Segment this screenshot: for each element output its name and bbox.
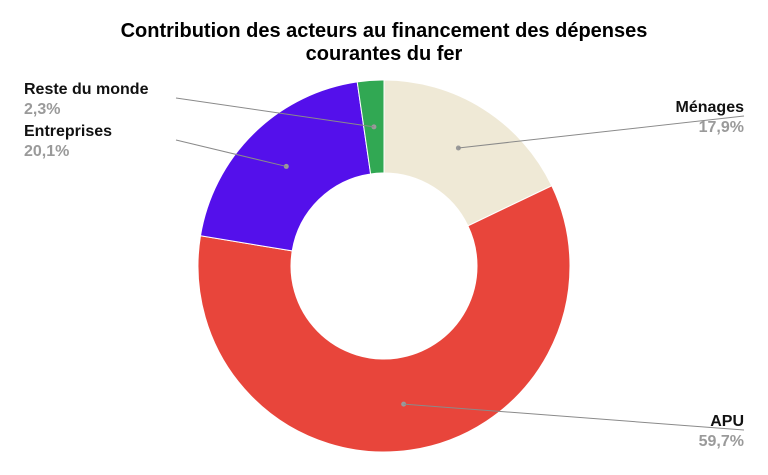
slice-label: Ménages [676,99,745,116]
leader-line [403,403,745,431]
leader-line [175,139,287,167]
slice-label: APU [710,413,744,430]
leader-dot [371,124,377,130]
slice-apu [197,185,571,453]
leader-lines [175,97,745,431]
slice-value-label: 59,7% [699,433,744,450]
donut-slices [197,79,571,453]
chart-title-line-2: courantes du fer [305,43,463,65]
chart-title-line-1: Contribution des acteurs au financement … [120,20,648,42]
slice-labels: Ménages 17,9% APU 59,7% Entreprises 20,1% Rest… [24,81,744,450]
chart-title: Contribution des acteurs au financement … [0,20,768,66]
leader-line [458,115,745,149]
leader-line [175,97,375,128]
slice-menages [383,79,553,227]
slice-value-label: 17,9% [699,119,744,136]
slice-label: Reste du monde [24,81,149,98]
slice-value-label: 2,3% [24,101,60,118]
slice-reste-du-monde [356,79,385,175]
slice-label: Entreprises [24,123,112,140]
slice-value-label: 20,1% [24,143,69,160]
